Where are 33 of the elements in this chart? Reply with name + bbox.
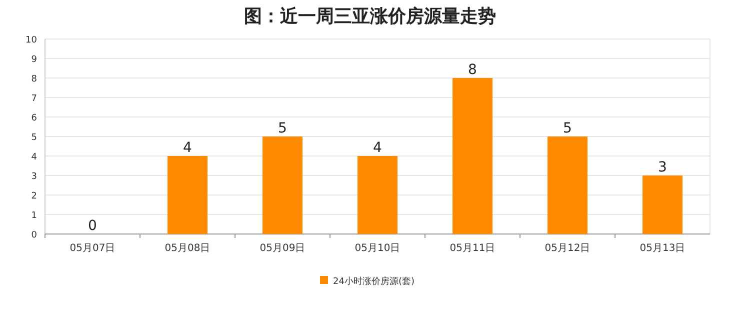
data-label: 0 xyxy=(88,218,97,234)
y-tick-label: 10 xyxy=(26,36,38,46)
y-tick-label: 9 xyxy=(31,55,38,65)
data-label: 4 xyxy=(373,140,382,156)
y-tick-label: 5 xyxy=(31,133,37,143)
x-tick-label: 05月13日 xyxy=(640,243,686,254)
y-tick-label: 7 xyxy=(31,94,37,104)
y-tick-label: 6 xyxy=(31,114,38,124)
data-label: 5 xyxy=(563,120,572,136)
x-tick-label: 05月11日 xyxy=(450,243,496,254)
y-tick-label: 2 xyxy=(31,192,37,202)
legend-label: 24小时涨价房源(套) xyxy=(333,276,414,287)
bar xyxy=(168,156,208,234)
y-tick-label: 4 xyxy=(31,152,38,162)
x-tick-label: 05月08日 xyxy=(164,243,210,254)
y-tick-label: 8 xyxy=(31,74,38,84)
data-label: 4 xyxy=(183,140,192,156)
bar xyxy=(262,136,302,234)
x-tick-label: 05月09日 xyxy=(260,243,306,254)
bar xyxy=(548,136,588,234)
bar xyxy=(452,78,492,234)
data-label: 3 xyxy=(658,160,667,176)
chart-title: 图：近一周三亚涨价房源量走势 xyxy=(244,6,496,27)
y-tick-label: 0 xyxy=(31,230,38,240)
bar xyxy=(358,156,398,234)
data-label: 5 xyxy=(278,120,287,136)
y-tick-label: 3 xyxy=(31,172,37,182)
y-tick-label: 1 xyxy=(31,211,37,221)
x-tick-label: 05月12日 xyxy=(544,243,590,254)
x-tick-label: 05月07日 xyxy=(70,243,116,254)
x-tick-label: 05月10日 xyxy=(354,243,400,254)
bar xyxy=(642,176,682,234)
data-label: 8 xyxy=(468,62,477,78)
